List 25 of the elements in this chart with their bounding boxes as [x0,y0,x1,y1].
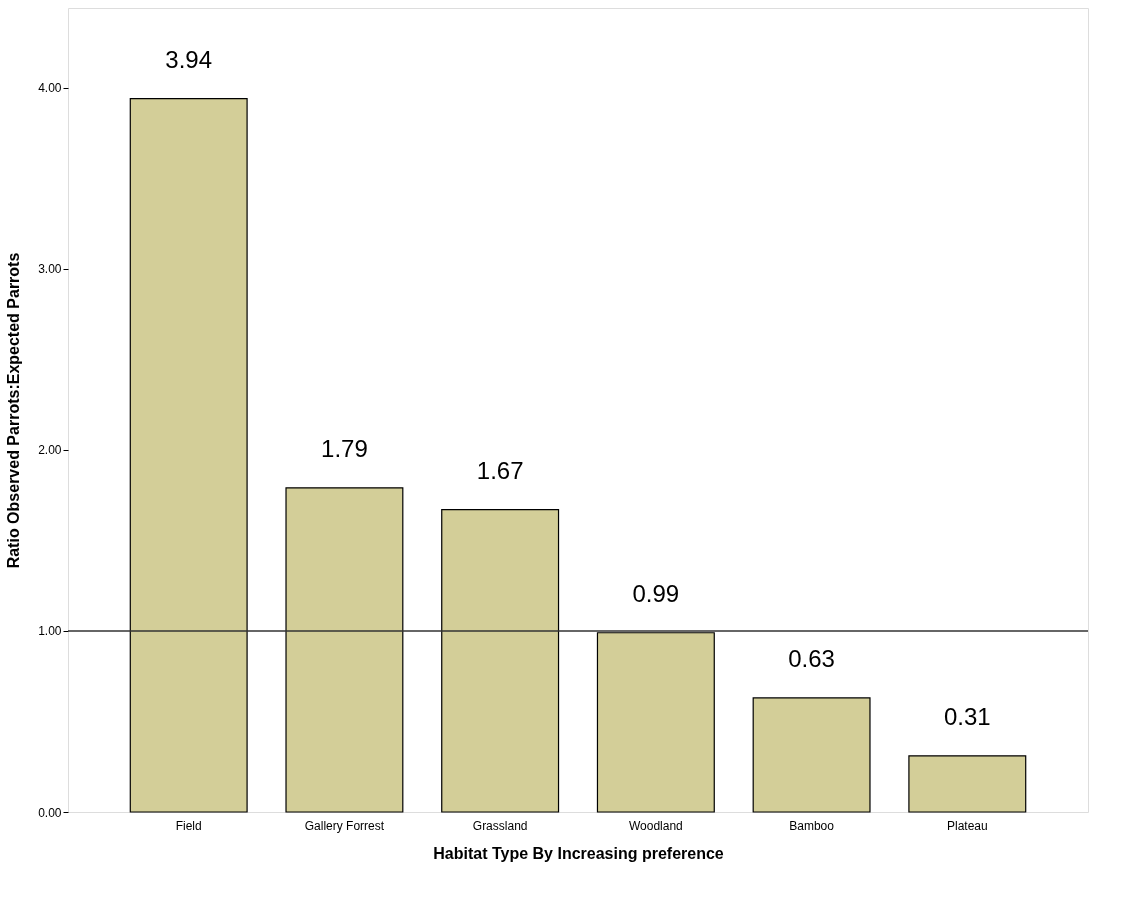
y-tick-label: 0.00 [38,805,62,820]
x-tick-label: Woodland [628,818,683,833]
bar [285,487,404,813]
y-tick-label: 1.00 [38,624,62,639]
y-axis-title: Ratio Observed Parrots:Expected Parrots [5,252,23,569]
y-tick-label: 2.00 [38,443,62,458]
y-tick-label: 3.00 [38,262,62,277]
x-axis-title: Habitat Type By Increasing preference [433,844,724,862]
data-label: 0.99 [632,579,680,607]
data-label: 0.63 [788,644,835,672]
bar [908,755,1027,813]
bar [441,508,560,813]
y-tick-label: 4.00 [38,81,62,96]
data-label: 1.79 [321,434,368,462]
x-tick-label: Field [175,818,202,833]
x-tick-label: Bamboo [789,818,835,833]
bar [752,697,871,813]
data-label: 0.31 [943,702,991,730]
bar [129,97,248,813]
bar [596,632,715,813]
x-tick-label: Gallery Forrest [304,818,385,833]
data-label: 3.94 [165,45,213,73]
x-tick-label: Plateau [946,818,988,833]
data-label: 1.67 [476,456,524,484]
x-tick-label: Grassland [472,818,528,833]
